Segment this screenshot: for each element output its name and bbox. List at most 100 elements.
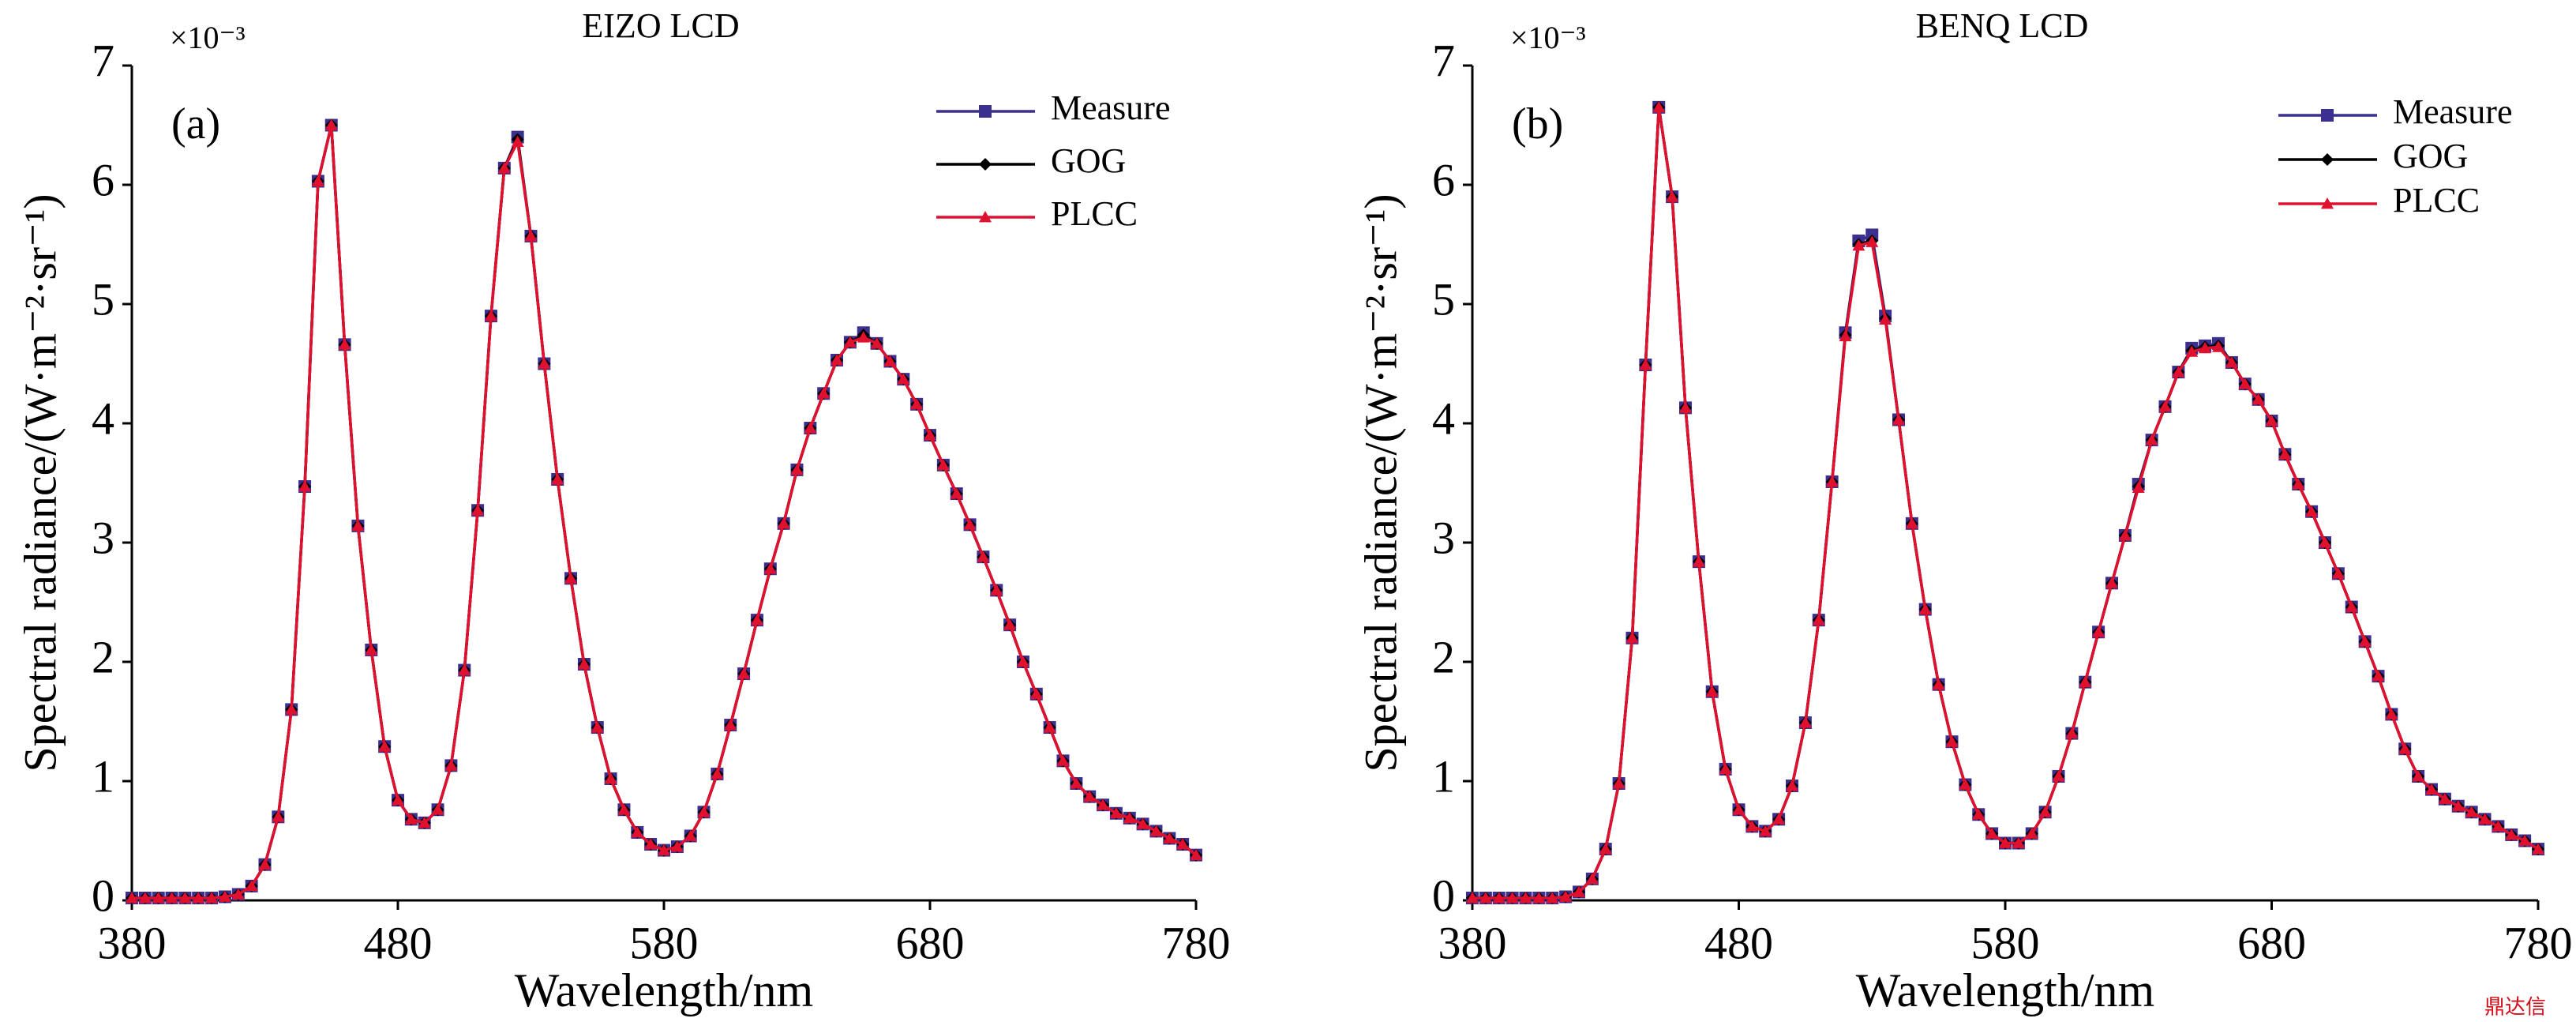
marker-triangle (1029, 687, 1043, 700)
marker-triangle (1972, 808, 1985, 820)
marker-triangle (152, 891, 165, 904)
marker-triangle (724, 719, 737, 731)
marker-triangle (2199, 341, 2212, 354)
marker-triangle (2132, 481, 2145, 493)
marker-triangle (1679, 401, 1692, 413)
series-line (132, 125, 1198, 900)
marker-triangle (2038, 806, 2052, 817)
marker-triangle (1190, 848, 1202, 861)
marker-triangle (2025, 827, 2038, 839)
marker-triangle (1745, 820, 1759, 832)
marker-triangle (285, 703, 298, 715)
marker-triangle (870, 336, 883, 349)
marker-triangle (2398, 742, 2412, 754)
marker-triangle (790, 463, 804, 475)
y-tick-label: 2 (1432, 631, 1455, 682)
marker-triangle (1546, 891, 1559, 904)
marker-triangle (1136, 817, 1149, 829)
marker-triangle (1945, 735, 1959, 747)
marker-triangle (644, 838, 658, 850)
x-tick-label: 680 (2237, 917, 2306, 968)
x-axis-label: Wavelength/nm (515, 964, 813, 1016)
marker-triangle (324, 118, 338, 130)
marker-triangle (365, 643, 378, 656)
marker-triangle (1692, 555, 1705, 567)
marker-triangle (817, 387, 831, 399)
marker-triangle (950, 487, 963, 499)
marker-triangle (418, 816, 431, 828)
x-axis-label: Wavelength/nm (1856, 964, 2154, 1016)
y-tick-label: 4 (1432, 393, 1455, 444)
marker-triangle (1123, 811, 1136, 824)
marker-triangle (617, 803, 631, 815)
marker-triangle (2225, 355, 2238, 368)
y-axis-label: Spectral radiance/(W·m⁻²·sr⁻¹) (14, 194, 66, 772)
marker-triangle (1652, 100, 1666, 113)
series-line (132, 125, 1198, 900)
marker-triangle (1466, 891, 1479, 904)
series-line (1472, 107, 2539, 900)
y-tick-label: 1 (1432, 750, 1455, 802)
marker-triangle (2145, 434, 2158, 445)
x-tick-label: 580 (1971, 917, 2040, 968)
marker-triangle (2265, 414, 2278, 426)
x-tick-label: 580 (630, 917, 699, 968)
marker-triangle (1056, 754, 1070, 766)
marker-triangle (298, 480, 312, 492)
marker-triangle (843, 336, 857, 348)
marker-triangle (2492, 820, 2505, 832)
marker-triangle (138, 891, 152, 904)
marker-triangle (1479, 891, 1492, 904)
marker-triangle (1492, 891, 1505, 904)
watermark: 鼎达信 (2484, 996, 2546, 1020)
x-tick-label: 680 (896, 917, 965, 968)
panel-label: (b) (1512, 100, 1563, 148)
marker-triangle (963, 518, 977, 530)
marker-triangle (1839, 329, 1852, 342)
marker-triangle (551, 472, 564, 485)
y-tick-label: 6 (92, 154, 114, 205)
x-tick-label: 480 (364, 917, 433, 968)
marker-triangle (2118, 528, 2132, 541)
marker-triangle (2012, 836, 2025, 848)
marker-triangle (231, 888, 245, 900)
marker-triangle (1772, 813, 1786, 825)
marker-triangle (2212, 340, 2225, 352)
marker-triangle (404, 813, 418, 825)
marker-triangle (2238, 378, 2252, 389)
x-tick-label: 380 (1438, 917, 1507, 968)
legend-label: PLCC (1051, 194, 1138, 233)
marker-triangle (444, 759, 458, 771)
marker-triangle (684, 829, 697, 841)
marker-triangle (218, 890, 231, 902)
marker-triangle (2172, 366, 2185, 378)
marker-triangle (1705, 685, 1719, 697)
legend-label: Measure (2393, 92, 2513, 131)
y-tick-label: 7 (92, 35, 114, 86)
x-tick-label: 380 (98, 917, 167, 968)
series-line (1472, 107, 2539, 900)
x-tick-label: 780 (1162, 917, 1231, 968)
marker-triangle (1176, 838, 1190, 850)
marker-triangle (1043, 721, 1056, 733)
series-line (1472, 107, 2539, 900)
legend-label: PLCC (2393, 181, 2480, 220)
marker-triangle (245, 879, 258, 892)
marker-triangle (1070, 777, 1083, 789)
marker-triangle (1786, 780, 1798, 791)
legend-marker (2321, 153, 2334, 166)
marker-triangle (2092, 626, 2105, 637)
marker-triangle (2465, 806, 2478, 817)
marker-triangle (977, 550, 990, 562)
marker-triangle (831, 353, 844, 366)
legend-marker (2321, 109, 2334, 122)
marker-triangle (2451, 799, 2465, 812)
marker-triangle (2319, 536, 2331, 548)
marker-triangle (737, 667, 751, 679)
marker-triangle (1599, 843, 1612, 855)
marker-triangle (2505, 828, 2518, 840)
legend-marker (979, 158, 992, 171)
y-tick-label: 5 (1432, 273, 1455, 325)
marker-triangle (1732, 803, 1745, 815)
